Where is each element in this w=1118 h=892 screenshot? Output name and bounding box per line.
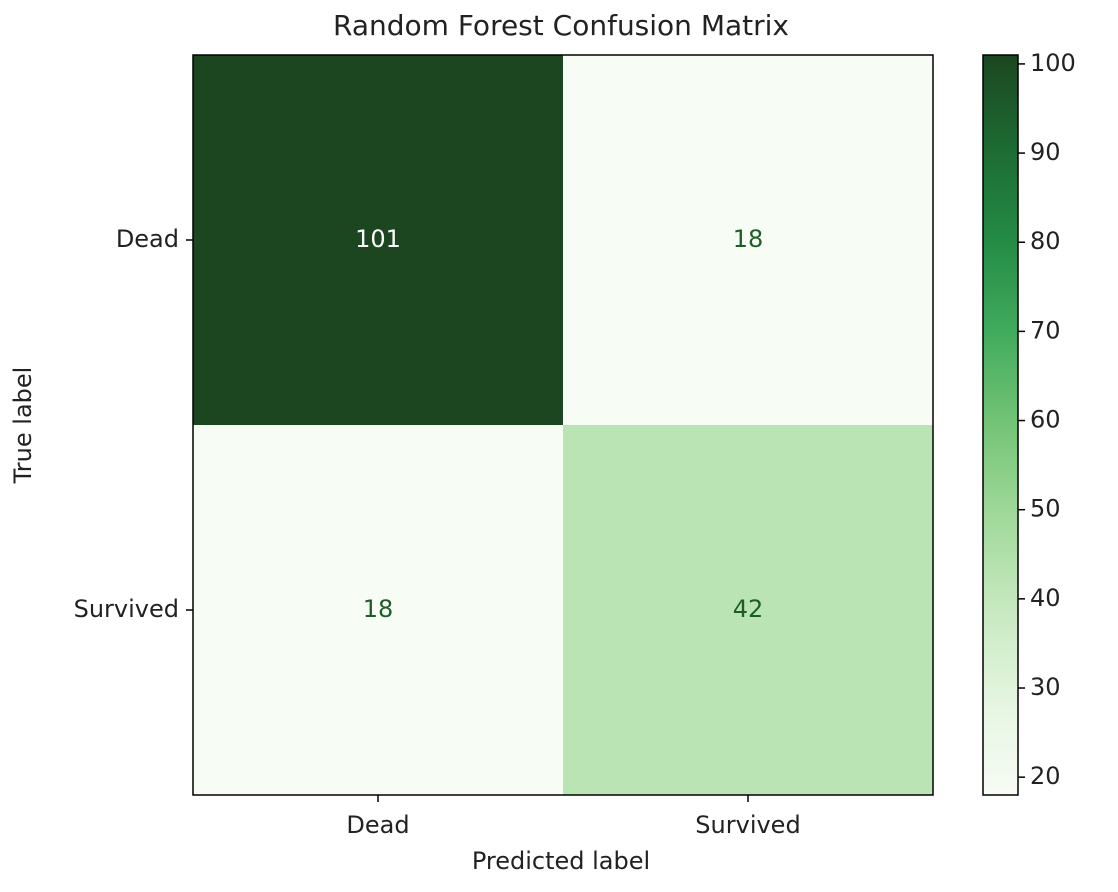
colorbar-tick-label: 70	[1030, 316, 1061, 344]
x-tick-label: Dead	[346, 811, 409, 839]
x-axis-label: Predicted label	[472, 847, 650, 875]
colorbar-tick-label: 60	[1030, 406, 1061, 434]
colorbar-tick-label: 100	[1030, 49, 1076, 77]
cell	[563, 55, 933, 425]
y-tick-label: Survived	[74, 595, 179, 623]
cell-label: 101	[355, 225, 401, 253]
colorbar	[982, 54, 1019, 796]
plot-frame	[192, 54, 934, 796]
colorbar-tick-label: 50	[1030, 495, 1061, 523]
colorbar-tick-label: 90	[1030, 138, 1061, 166]
cell	[563, 425, 933, 795]
colorbar-tick-label: 40	[1030, 584, 1061, 612]
colorbar-tick-label: 30	[1030, 673, 1061, 701]
colorbar-tick-label: 20	[1030, 762, 1061, 790]
cell	[193, 55, 563, 425]
chart-title: Random Forest Confusion Matrix	[333, 9, 789, 42]
y-tick-label: Dead	[116, 225, 179, 253]
cell	[193, 425, 563, 795]
cell-label: 18	[733, 225, 764, 253]
y-axis-label: True label	[9, 367, 37, 485]
x-tick-label: Survived	[695, 811, 800, 839]
cell-label: 42	[733, 595, 764, 623]
colorbar-tick-label: 80	[1030, 227, 1061, 255]
cell-label: 18	[363, 595, 394, 623]
